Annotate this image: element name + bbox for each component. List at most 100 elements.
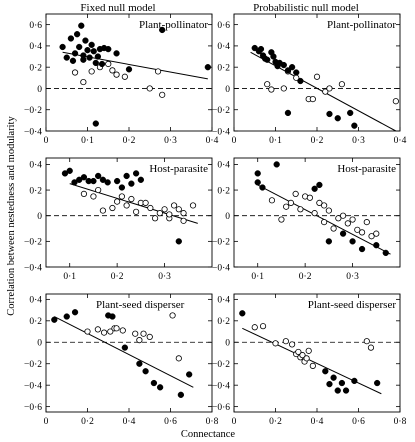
filled-point [66, 167, 73, 174]
filled-point [251, 44, 258, 52]
open-point [311, 210, 318, 217]
open-point [363, 338, 370, 345]
open-point [109, 67, 116, 74]
filled-point [273, 161, 280, 168]
x-tick-label: 0 [44, 136, 49, 146]
open-point [280, 85, 287, 92]
open-point [299, 352, 306, 359]
filled-point [316, 181, 323, 189]
open-point [136, 337, 143, 344]
panel-0-0: 0 0·1 0·2 0·3 0·4 −0·4 −0·2 0 0·2 0·4 0·6 Plant-pol… [24, 13, 219, 146]
open-point [272, 340, 279, 347]
filled-point [90, 48, 97, 55]
x-tick-label: 0·1 [63, 272, 76, 282]
open-point [90, 193, 97, 200]
y-tick-label: −0·4 [24, 263, 42, 273]
y-tick-label: −0·2 [24, 360, 42, 370]
y-tick-label: 0·2 [29, 63, 42, 73]
y-tick-label: 0 [37, 85, 42, 95]
filled-point [78, 22, 85, 29]
panel-label: Plant-pollinator [139, 19, 208, 31]
filled-point [186, 371, 193, 378]
filled-point [121, 344, 128, 351]
filled-point [99, 176, 107, 183]
open-point [367, 344, 375, 351]
open-point [156, 210, 163, 217]
x-tick-label: 0·2 [299, 272, 312, 282]
filled-point [175, 238, 182, 245]
filled-point [76, 43, 83, 51]
panel-label: Plant-seed disperser [96, 299, 185, 311]
open-point [292, 190, 299, 198]
filled-point [284, 67, 292, 74]
x-tick-label: 0·4 [394, 136, 407, 146]
open-point [354, 226, 361, 233]
open-point [335, 215, 342, 222]
panel-frame [45, 293, 213, 413]
y-tick-label: 0·4 [217, 161, 230, 171]
y-tick-label: −0·6 [24, 403, 42, 413]
x-tick-label: 0·3 [346, 272, 359, 282]
open-point [321, 202, 328, 209]
y-tick-label: 0·6 [217, 21, 230, 31]
filled-point [123, 172, 130, 180]
x-tick-label: 0·2 [123, 136, 136, 146]
filled-point [156, 384, 164, 391]
y-tick-label: −0·4 [212, 127, 230, 137]
filled-point [98, 60, 106, 68]
open-point [142, 199, 149, 206]
open-point [330, 225, 337, 232]
x-tick-label: 0·1 [251, 272, 264, 282]
open-point [303, 355, 310, 362]
filled-point [322, 368, 329, 375]
open-point [306, 194, 313, 201]
x-tick-label: 0·3 [158, 272, 171, 282]
x-tick-label: 0·3 [164, 136, 177, 146]
trend-line [54, 316, 194, 388]
open-point [297, 206, 304, 213]
filled-point [177, 391, 185, 398]
x-tick-label: 0·4 [123, 417, 136, 427]
filled-point [280, 61, 287, 69]
filled-point [69, 57, 77, 64]
filled-point [239, 310, 246, 317]
filled-point [92, 120, 99, 127]
open-point [321, 219, 328, 226]
filled-point [132, 170, 140, 177]
filled-point [373, 242, 380, 249]
y-tick-label: 0·4 [29, 42, 42, 52]
filled-point [284, 109, 292, 117]
x-tick-label: 0·4 [311, 417, 324, 427]
y-tick-label: −0·2 [24, 106, 42, 116]
open-point [326, 85, 333, 92]
open-point [159, 91, 166, 98]
y-tick-label: −0·2 [212, 106, 230, 116]
filled-point [254, 179, 261, 186]
open-point [309, 362, 316, 369]
column-title-probabilistic: Probabilistic null model [253, 2, 359, 14]
open-point [71, 69, 79, 76]
panel-frame [233, 13, 401, 132]
y-tick-label: 0 [37, 339, 42, 349]
x-tick-label: 0·8 [394, 417, 407, 427]
y-tick-label: 0·2 [217, 317, 230, 327]
open-point [80, 78, 87, 86]
filled-point [338, 379, 346, 387]
filled-point [325, 238, 333, 245]
open-point [99, 207, 107, 214]
open-point [101, 329, 108, 336]
open-point [113, 71, 120, 78]
filled-point [71, 179, 78, 186]
y-tick-label: 0·4 [29, 296, 42, 306]
panel-frame [233, 293, 401, 413]
filled-point [82, 37, 89, 44]
filled-point [288, 64, 296, 71]
open-point [339, 212, 347, 219]
filled-point [71, 309, 79, 316]
filled-point [159, 26, 166, 34]
filled-point [293, 69, 300, 76]
open-point [133, 208, 140, 215]
filled-point [326, 110, 333, 118]
panel-frame [45, 13, 213, 132]
y-tick-label: 0 [225, 85, 230, 95]
